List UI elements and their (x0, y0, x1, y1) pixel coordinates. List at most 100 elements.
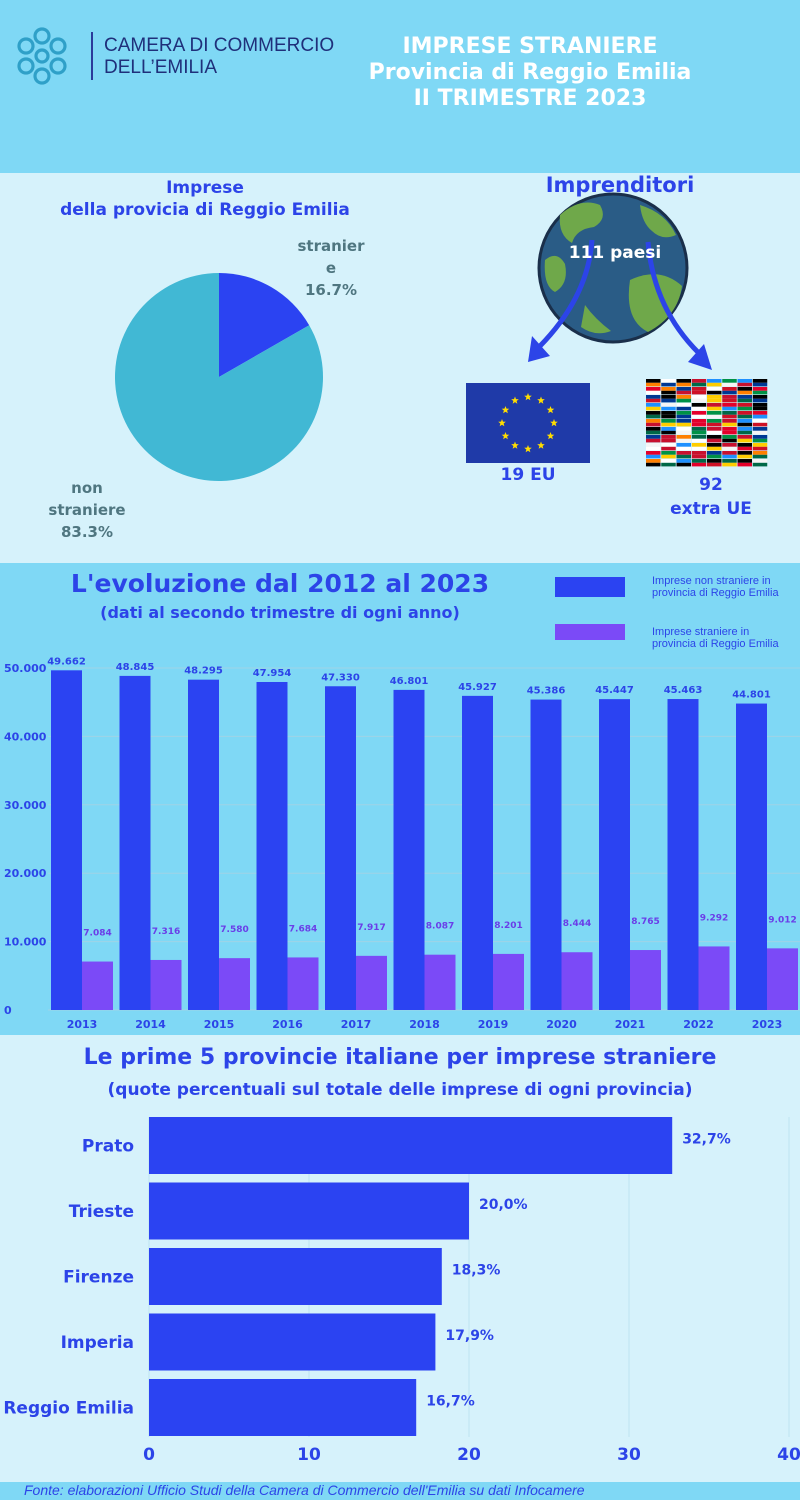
flag-stripe (646, 411, 661, 415)
flag-stripe (691, 390, 707, 395)
flag-stripe (722, 438, 737, 443)
flag-stripe (707, 379, 722, 383)
flag-stripe (646, 459, 661, 463)
flag-stripe (707, 419, 722, 423)
flag-stripe (691, 419, 707, 423)
extra-eu-number: 92 (699, 475, 723, 495)
flag-stripe (661, 443, 676, 447)
chamber-logo-icon (17, 27, 67, 85)
eu-star-icon (537, 441, 545, 449)
pie-slice-foreign (219, 273, 310, 377)
flag-stripe (661, 454, 676, 459)
flag-stripe (646, 462, 661, 467)
pie-slice-nonforeign (115, 273, 324, 482)
flag-stripe (707, 427, 722, 431)
flag-stripe (661, 390, 676, 395)
flag-stripe (646, 435, 661, 439)
bar-nonforeign (119, 675, 151, 1010)
countries-count: 111 paesi (568, 243, 662, 263)
flag-stripe (676, 451, 691, 455)
bar-province (149, 1313, 436, 1371)
pie-value-foreign: 16.7% (304, 281, 358, 299)
flag-stripe (646, 379, 661, 383)
flag-stripe (676, 406, 691, 411)
flag-stripe (646, 403, 661, 407)
eu-star-icon (511, 396, 519, 404)
flag-stripe (737, 427, 752, 431)
flag-stripe (707, 414, 722, 419)
flag-stripe (661, 419, 676, 423)
x-tick-label: 2013 (67, 1018, 98, 1031)
flag-stripe (676, 398, 691, 403)
flag-stripe (661, 398, 676, 403)
bar-foreign (561, 952, 593, 1010)
flag-stripe (752, 379, 768, 383)
data-label-foreign: 8.087 (426, 922, 454, 932)
flag-stripe (646, 451, 661, 455)
x-tick-label: 40 (777, 1445, 800, 1465)
flag-stripe (707, 446, 722, 451)
flag-stripe (707, 462, 722, 467)
flag-stripe (691, 462, 707, 467)
flag-stripe (737, 459, 752, 463)
flag-stripe (737, 395, 752, 399)
flag-stripe (691, 379, 707, 383)
data-label-foreign: 7.684 (289, 924, 317, 934)
bar-nonforeign (325, 686, 356, 1010)
category-label: Trieste (69, 1202, 134, 1222)
flag-stripe (752, 403, 768, 407)
legend-swatch-foreign (555, 624, 625, 640)
eu-star-icon (524, 393, 532, 401)
flag-stripe (752, 459, 768, 463)
flag-stripe (661, 414, 676, 419)
flag-stripe (691, 422, 707, 427)
flag-stripe (691, 387, 707, 391)
bar-foreign (219, 958, 250, 1010)
flag-stripe (737, 435, 752, 439)
top5-section: 0 10 20 30 40 Prato 32,7% Trieste 20,0% Firenze 18… (0, 1035, 800, 1482)
bar-nonforeign (462, 695, 493, 1010)
y-tick-label: 30.000 (4, 799, 47, 812)
pie-label-foreign-line2: e (325, 259, 337, 277)
header: CAMERA DI COMMERCIO DELL’EMILIA IMPRESE … (0, 0, 800, 173)
flag-stripe (676, 403, 691, 407)
flag-stripe (737, 430, 752, 435)
flag-stripe (691, 451, 707, 455)
top5-subtitle: (quote percentuali sul totale delle impr… (107, 1080, 693, 1100)
flag-stripe (646, 438, 661, 443)
overview-section: Imprese della provicia di Reggio Emilia … (0, 173, 800, 563)
flag-stripe (661, 451, 676, 455)
flag-stripe (752, 422, 768, 427)
flag-stripe (722, 387, 737, 391)
flag-stripe (737, 419, 752, 423)
flag-stripe (752, 398, 768, 403)
x-tick-label: 2017 (341, 1018, 372, 1031)
page-title: IMPRESE STRANIERE Provincia di Reggio Em… (320, 34, 740, 112)
x-tick-label: 2023 (752, 1018, 783, 1031)
flag-stripe (676, 414, 691, 419)
page-title-line3: II TRIMESTRE 2023 (413, 86, 647, 111)
eu-star-icon (546, 406, 555, 414)
flag-stripe (707, 422, 722, 427)
flag-stripe (707, 443, 722, 447)
flag-stripe (752, 411, 768, 415)
eu-star-icon (498, 419, 506, 427)
flag-stripe (676, 395, 691, 399)
flag-stripe (691, 446, 707, 451)
eu-star-icon (511, 441, 519, 449)
evolution-subtitle: (dati al secondo trimestre di ogni anno) (100, 603, 460, 622)
data-label-nonforeign: 45.447 (595, 685, 634, 696)
evolution-title: L'evoluzione dal 2012 al 2023 (70, 569, 490, 598)
eu-star-icon (501, 432, 510, 440)
pie-label-foreign: stranier e 16.7% (290, 235, 372, 301)
bar-foreign (82, 961, 113, 1010)
flag-stripe (691, 406, 707, 411)
flag-stripe (661, 427, 676, 431)
footer: Fonte: elaborazioni Ufficio Studi della … (0, 1482, 800, 1500)
pie-label-nonforeign-line1: non (71, 479, 103, 497)
flag-stripe (661, 403, 676, 407)
eu-star-icon (501, 406, 510, 414)
flag-stripe (707, 398, 722, 403)
flag-stripe (707, 459, 722, 463)
flag-stripe (737, 382, 752, 387)
